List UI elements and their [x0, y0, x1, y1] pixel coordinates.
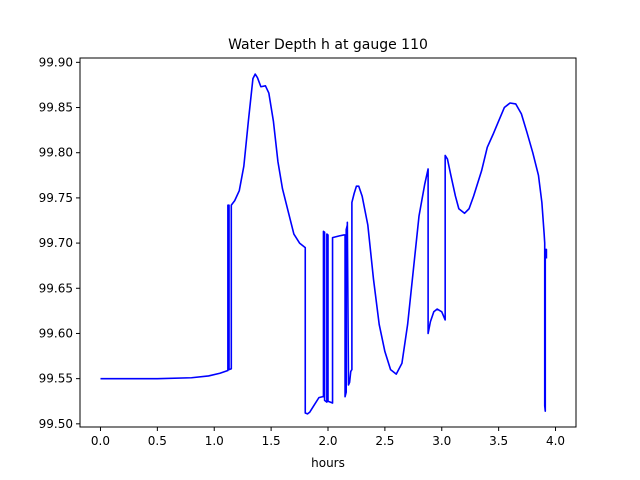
y-tick-label: 99.80: [39, 146, 73, 160]
y-tick-label: 99.65: [39, 281, 73, 295]
x-axis: 0.0 0.5 1.0 1.5 2.0 2.5 3.0 3.5 4.0: [91, 427, 565, 448]
x-tick-label: 1.0: [205, 434, 224, 448]
y-tick-label: 99.70: [39, 236, 73, 250]
chart-title: Water Depth h at gauge 110: [228, 37, 428, 53]
plot-area: [100, 73, 548, 415]
x-tick-label: 3.5: [489, 434, 508, 448]
y-tick-label: 99.50: [39, 417, 73, 431]
y-tick-label: 99.55: [39, 372, 73, 386]
x-tick-label: 2.5: [375, 434, 394, 448]
y-tick-label: 99.75: [39, 191, 73, 205]
y-tick-label: 99.60: [39, 326, 73, 340]
x-tick-label: 4.0: [546, 434, 565, 448]
x-tick-label: 3.0: [432, 434, 451, 448]
y-tick-label: 99.90: [39, 55, 73, 69]
x-tick-label: 0.0: [91, 434, 110, 448]
x-tick-label: 1.5: [262, 434, 281, 448]
x-tick-label: 2.0: [318, 434, 337, 448]
y-axis: 99.50 99.55 99.60 99.65 99.70 99.75 99.80 99.85…: [39, 55, 80, 431]
series-line-0: [100, 73, 548, 415]
x-axis-label: hours: [311, 456, 345, 470]
y-tick-label: 99.85: [39, 101, 73, 115]
x-tick-label: 0.5: [148, 434, 167, 448]
